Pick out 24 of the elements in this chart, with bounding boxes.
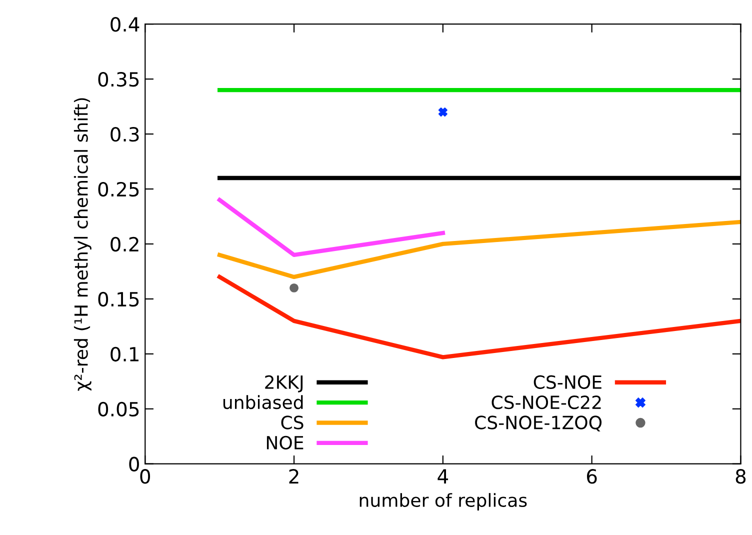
x-tick-label: 2 — [289, 469, 298, 484]
y-tick-label: 0.4 — [110, 17, 140, 32]
y-tick-label: 0.35 — [98, 72, 139, 87]
legend-label: 2KKJ — [265, 375, 303, 392]
x-tick-label: 8 — [736, 469, 746, 484]
y-tick-label: 0.2 — [110, 236, 138, 252]
y-tick-label: 0.05 — [98, 402, 139, 417]
y-tick-label: 0.25 — [98, 182, 139, 197]
legend-label: unbiased — [223, 395, 303, 410]
y-tick-label: 0.15 — [98, 292, 139, 307]
y-tick-label: 0.3 — [110, 126, 139, 142]
y-tick-label: 0 — [129, 456, 139, 472]
legend-label: NOE — [266, 436, 304, 450]
x-tick-label: 4 — [438, 469, 448, 484]
line-series — [218, 220, 741, 280]
legend-label: CS — [281, 416, 304, 430]
y-axis-title: χ²-red (¹H methyl chemical shift) — [74, 98, 92, 391]
x-tick-label: 0 — [140, 469, 150, 484]
x-tick-label: 6 — [586, 469, 597, 484]
x-axis-title: number of replicas — [360, 493, 527, 511]
y-tick-label: 0.1 — [110, 346, 138, 362]
legend-label: CS-NOE-1ZOQ — [475, 416, 602, 432]
legend-label: CS-NOE — [534, 375, 602, 389]
legend-label: CS-NOE-C22 — [492, 395, 601, 410]
